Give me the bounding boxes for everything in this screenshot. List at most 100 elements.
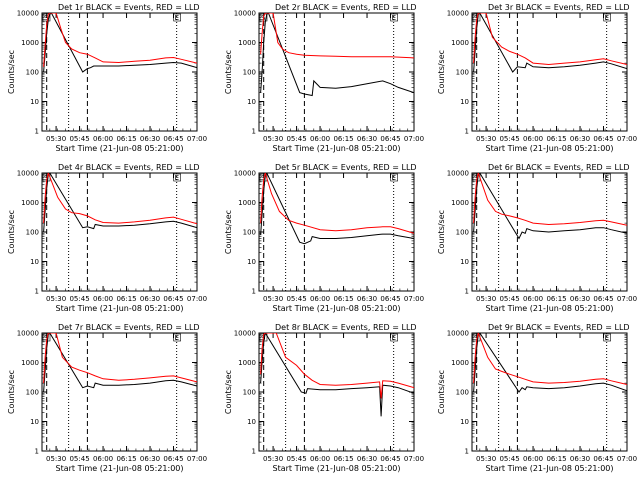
y-tick-label: 10 (460, 258, 469, 266)
x-tick-label: 05:45 (69, 295, 89, 303)
y-tick-label: 10000 (447, 330, 469, 338)
y-tick-label: 10000 (234, 170, 256, 178)
y-tick-label: 100 (26, 69, 39, 77)
y-axis-label: Counts/sec (224, 50, 233, 94)
events-series-line (473, 13, 627, 73)
y-tick-label: 1000 (451, 199, 469, 207)
y-tick-label: 1 (465, 448, 469, 456)
y-tick-label: 1000 (21, 359, 39, 367)
y-tick-label: 10 (247, 418, 256, 426)
y-axis-label: Counts/sec (224, 210, 233, 254)
y-axis-label: Counts/sec (7, 210, 16, 254)
y-tick-label: 1000 (451, 359, 469, 367)
end-marker-box (603, 13, 611, 22)
chart-panel-1: Det 1r BLACK = Events, RED = LLD 1 10 100 10… (7, 3, 207, 153)
x-tick-label: 05:30 (476, 135, 496, 143)
x-tick-label: 07:00 (187, 135, 207, 143)
events-series-line (260, 333, 414, 417)
end-marker: E (392, 334, 396, 342)
y-tick-label: 1 (35, 288, 39, 296)
x-tick-label: 05:30 (263, 135, 283, 143)
x-tick-label: 05:45 (499, 295, 519, 303)
x-axis-label: Start Time (21-Jun-08 05:21:00) (56, 464, 184, 473)
lld-series-line (43, 13, 197, 67)
x-tick-label: 06:45 (163, 135, 183, 143)
x-tick-label: 06:45 (163, 295, 183, 303)
chart-panel-6: Det 6r BLACK = Events, RED = LLD 1 10 100 10… (437, 163, 637, 313)
end-marker: E (392, 174, 396, 182)
y-tick-label: 10000 (17, 170, 39, 178)
lld-series-line (43, 333, 197, 384)
x-tick-label: 05:45 (69, 455, 89, 463)
x-tick-label: 06:45 (593, 295, 613, 303)
y-tick-label: 10000 (17, 10, 39, 18)
events-series-line (260, 173, 414, 245)
y-tick-label: 1 (465, 128, 469, 136)
start-marker: S (474, 334, 479, 342)
end-marker-box (173, 173, 181, 182)
y-tick-label: 1 (252, 448, 256, 456)
y-tick-label: 1000 (451, 39, 469, 47)
events-series-line (473, 173, 627, 240)
plot-frame (471, 332, 628, 452)
x-axis-label: Start Time (21-Jun-08 05:21:00) (56, 144, 184, 153)
y-tick-label: 1000 (21, 199, 39, 207)
lld-series-line (43, 173, 197, 225)
end-marker-box (390, 173, 398, 182)
y-tick-label: 100 (243, 389, 256, 397)
x-tick-label: 06:00 (310, 295, 330, 303)
x-tick-label: 05:45 (286, 455, 306, 463)
y-tick-label: 10 (247, 98, 256, 106)
x-tick-label: 05:45 (286, 295, 306, 303)
lld-series-line (260, 13, 414, 59)
end-marker: E (175, 14, 179, 22)
start-marker: S (474, 174, 479, 182)
start-marker: S (44, 14, 49, 22)
events-series-line (43, 13, 197, 73)
x-tick-label: 06:15 (546, 135, 566, 143)
x-tick-label: 06:00 (523, 135, 543, 143)
end-marker: E (605, 334, 609, 342)
y-tick-label: 100 (456, 229, 469, 237)
y-tick-label: 10 (460, 98, 469, 106)
x-tick-label: 06:00 (310, 455, 330, 463)
end-marker: E (605, 174, 609, 182)
plot-frame (41, 172, 198, 292)
y-tick-label: 100 (456, 389, 469, 397)
end-marker-box (390, 13, 398, 22)
start-marker: S (44, 174, 49, 182)
end-marker-box (173, 333, 181, 342)
x-tick-label: 06:15 (116, 455, 136, 463)
x-tick-label: 06:30 (570, 295, 590, 303)
x-tick-label: 05:45 (499, 455, 519, 463)
y-axis-label: Counts/sec (7, 370, 16, 414)
x-tick-label: 06:00 (93, 135, 113, 143)
y-tick-label: 10 (247, 258, 256, 266)
y-tick-label: 10 (460, 418, 469, 426)
y-tick-label: 100 (243, 229, 256, 237)
end-marker: E (175, 174, 179, 182)
lld-series-line (260, 173, 414, 234)
lld-series-line (473, 333, 627, 385)
y-tick-label: 10000 (17, 330, 39, 338)
plot-frame (258, 12, 415, 132)
x-tick-label: 05:30 (46, 135, 66, 143)
x-axis-label: Start Time (21-Jun-08 05:21:00) (273, 144, 401, 153)
chart-title: Det 2r BLACK = Events, RED = LLD (275, 3, 417, 12)
y-tick-label: 1 (252, 288, 256, 296)
x-tick-label: 06:45 (593, 455, 613, 463)
x-tick-label: 06:45 (380, 455, 400, 463)
x-tick-label: 05:45 (499, 135, 519, 143)
end-marker: E (605, 14, 609, 22)
y-tick-label: 100 (26, 389, 39, 397)
x-tick-label: 06:15 (116, 295, 136, 303)
x-tick-label: 05:30 (476, 455, 496, 463)
x-tick-label: 06:15 (546, 295, 566, 303)
x-tick-label: 07:00 (404, 295, 424, 303)
events-series-line (473, 333, 627, 393)
events-series-line (260, 13, 414, 97)
x-tick-label: 05:30 (46, 295, 66, 303)
x-tick-label: 06:15 (116, 135, 136, 143)
start-marker-box (42, 13, 51, 22)
chart-panel-7: Det 7r BLACK = Events, RED = LLD 1 10 100 10… (7, 323, 207, 473)
